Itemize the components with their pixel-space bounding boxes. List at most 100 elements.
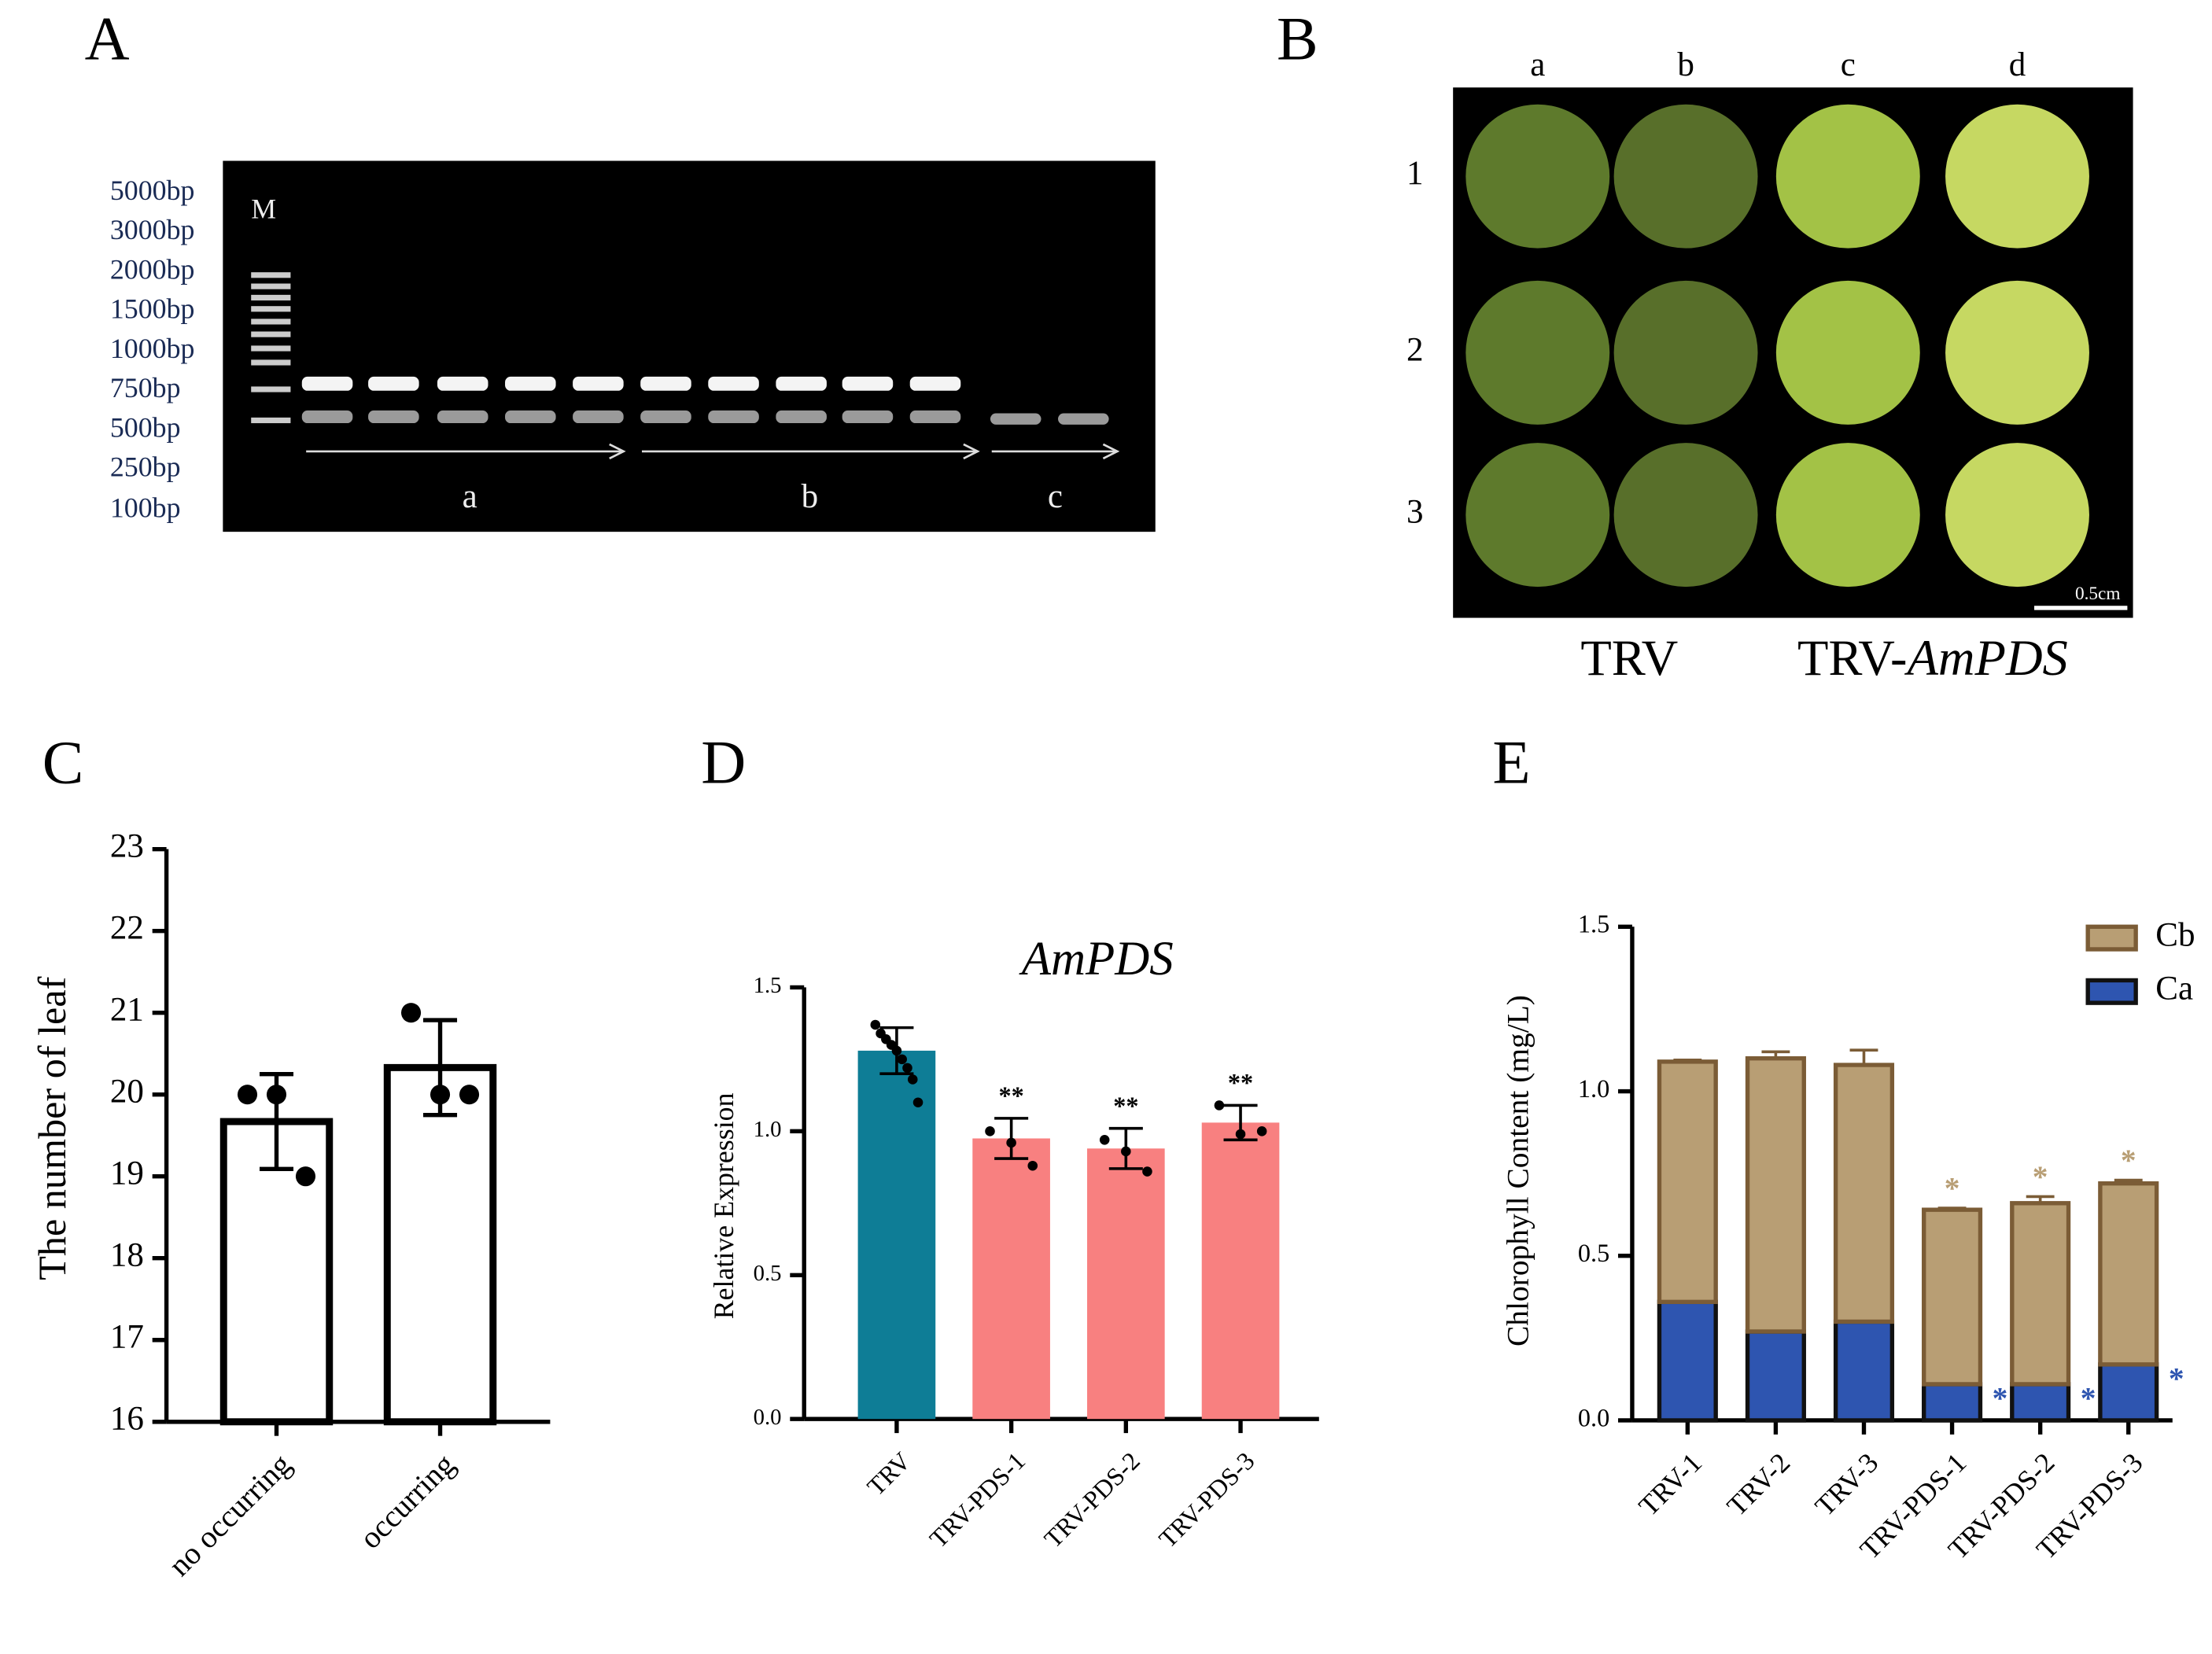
ladder-label: 2000bp [110, 253, 195, 285]
ladder-band [251, 345, 291, 352]
bar-segment [1657, 1059, 1718, 1305]
chart-title: AmPDS [1019, 933, 1174, 985]
ladder-label: 750bp [110, 372, 181, 403]
row-label: 2 [1406, 331, 1424, 368]
bar-segment [2010, 1201, 2071, 1387]
legend-label: Cb [2155, 917, 2195, 954]
y-tick-label: 19 [110, 1155, 144, 1192]
ladder-label: 3000bp [110, 214, 195, 245]
gel-band [368, 410, 419, 424]
gel-band [842, 376, 894, 391]
x-tick-label: no occurring [162, 1447, 298, 1583]
y-tick-label: 0.5 [1578, 1239, 1609, 1267]
bar [383, 1063, 497, 1426]
leaf-disc [1613, 443, 1758, 588]
column-label: c [1841, 46, 1856, 83]
bar-segment [1833, 1319, 1895, 1423]
significance: * [2081, 1381, 2096, 1416]
ladder-label: 250bp [110, 451, 181, 482]
gel-band [573, 410, 624, 424]
data-point [1099, 1135, 1110, 1145]
ladder-label: 100bp [110, 492, 181, 523]
significance: * [1993, 1381, 2008, 1416]
gel-band [990, 413, 1041, 425]
significance: * [2033, 1159, 2048, 1194]
data-point [1006, 1137, 1016, 1148]
gel-band [909, 376, 961, 391]
column-label: b [1677, 46, 1694, 83]
ladder-band [251, 272, 291, 278]
y-tick-label: 1.5 [1578, 910, 1609, 938]
ladder-band [251, 294, 291, 301]
gel-band [842, 410, 894, 424]
gel-band [640, 376, 691, 391]
y-tick-label: 20 [110, 1074, 144, 1111]
marker-label: M [251, 193, 276, 224]
data-point [870, 1019, 881, 1030]
gel-band [708, 376, 759, 391]
data-point [902, 1063, 912, 1074]
legend-swatch [2085, 978, 2138, 1005]
bar-segment [2098, 1362, 2159, 1423]
column-label: d [2009, 46, 2026, 83]
group-text: TRV- [1797, 629, 1908, 686]
leaf-disc [1613, 280, 1758, 425]
column-label: a [1530, 46, 1545, 83]
gel-band [776, 410, 827, 424]
x-tick-label: occurring [353, 1447, 462, 1556]
lane-group-label: c [1048, 478, 1063, 515]
gel-band [1058, 413, 1109, 425]
gel-band [640, 410, 691, 424]
significance: ** [1113, 1092, 1138, 1120]
error-bar [1761, 1050, 1790, 1059]
gel-band [505, 410, 556, 424]
bar-segment [1922, 1382, 1983, 1423]
data-point [1121, 1146, 1131, 1157]
x-tick-label: TRV-PDS-3 [1153, 1446, 1260, 1553]
data-point [907, 1074, 918, 1085]
y-tick-label: 17 [110, 1319, 144, 1356]
leaf-disc [1465, 104, 1610, 249]
bar-segment [1745, 1329, 1806, 1423]
bar [1087, 1148, 1165, 1420]
data-point [237, 1085, 258, 1105]
gel-band [909, 410, 961, 424]
error-bar [1849, 1048, 1878, 1066]
data-point [1214, 1100, 1225, 1111]
leaf-disc [1945, 280, 2089, 425]
x-tick-label: TRV-1 [1632, 1446, 1708, 1522]
legend-swatch [2085, 924, 2138, 952]
gel-band [437, 410, 488, 424]
scale-bar-label: 0.5cm [2075, 584, 2121, 604]
bar [857, 1050, 936, 1420]
bar [972, 1138, 1050, 1420]
y-tick-label: 0.5 [754, 1261, 782, 1286]
significance: * [2121, 1143, 2136, 1177]
data-point [429, 1085, 451, 1105]
gel-band [776, 376, 827, 391]
error-bar [2114, 1178, 2143, 1184]
ladder-label: 5000bp [110, 175, 195, 206]
gel-band [437, 376, 488, 391]
panel-label: D [701, 729, 746, 798]
data-point [1256, 1126, 1267, 1136]
group-label: TRV-AmPDS [1797, 629, 2068, 686]
y-tick-label: 21 [110, 992, 144, 1029]
ladder-band [251, 283, 291, 289]
data-point [1027, 1160, 1038, 1171]
leaf-disc [1775, 443, 1920, 588]
leaf-disc [1945, 443, 2089, 588]
x-tick-label: TRV-2 [1720, 1446, 1796, 1522]
y-axis-label: The number of leaf [30, 976, 74, 1280]
arrow-head [963, 443, 980, 460]
y-tick-label: 1.0 [754, 1117, 782, 1142]
ladder-band [251, 386, 291, 392]
row-label: 1 [1406, 155, 1424, 192]
y-tick-label: 18 [110, 1237, 144, 1274]
panel-label: C [42, 729, 84, 798]
ladder-label: 1000bp [110, 333, 195, 364]
gel-band [708, 410, 759, 424]
ladder-band [251, 359, 291, 366]
